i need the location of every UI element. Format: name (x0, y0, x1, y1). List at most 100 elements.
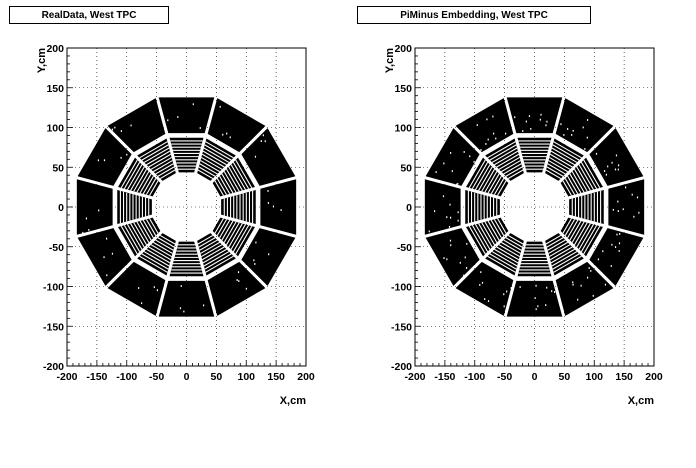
hole-speck (450, 216, 452, 219)
padrow-gap (503, 163, 522, 175)
padrow-gap (478, 166, 493, 191)
hole-speck (120, 130, 122, 132)
hole-speck (510, 287, 512, 289)
hole-speck (179, 307, 182, 310)
hole-speck (514, 116, 516, 119)
hole-speck (567, 128, 569, 130)
x-tick-label: -200 (404, 371, 425, 383)
padrow-gap (157, 237, 175, 248)
padrow-gap (232, 162, 250, 190)
outer-sector (589, 228, 644, 286)
padrow-gap (583, 225, 601, 255)
inner-sector (517, 137, 552, 173)
hole-speck (572, 281, 574, 284)
padrow-gap (553, 141, 582, 159)
outer-sector (260, 179, 297, 235)
hole-speck (618, 242, 621, 245)
hole-speck (546, 120, 548, 123)
padrow-gap (230, 164, 246, 190)
hole-speck (638, 211, 640, 214)
padrow-gap (197, 169, 214, 180)
padrow-gap (146, 150, 171, 166)
hole-speck (522, 130, 524, 132)
y-tick-label: 150 (394, 83, 412, 95)
padrow-gap (545, 169, 562, 180)
hole-speck (463, 151, 465, 153)
hole-speck (495, 137, 497, 140)
y-tick-label: -50 (397, 242, 412, 254)
outer-sector (555, 261, 614, 316)
padrow-gap (141, 144, 169, 161)
outer-sector (424, 179, 461, 235)
padrow-gap (219, 175, 231, 195)
hole-speck (618, 250, 620, 252)
outer-sector (207, 261, 266, 316)
hole-speck (571, 134, 573, 136)
hole-speck (473, 160, 475, 163)
hole-speck (614, 168, 617, 171)
hole-speck (180, 285, 182, 287)
padrow-gap (498, 156, 520, 170)
hole-speck (525, 120, 527, 123)
hole-speck (622, 208, 624, 211)
padrow-gap (201, 244, 223, 258)
padrow-gap (494, 248, 519, 264)
padrow-gap (145, 178, 157, 195)
hole-speck (539, 118, 541, 121)
outer-sector (207, 98, 266, 153)
y-tick-label: -200 (391, 361, 412, 373)
hole-speck (480, 271, 482, 274)
x-tick-label: 100 (237, 371, 255, 383)
hole-speck (503, 293, 505, 296)
x-tick-label: -150 (86, 371, 107, 383)
y-tick-label: -150 (391, 321, 412, 333)
hole-speck (434, 210, 436, 213)
padrow-gap (142, 219, 154, 239)
padrow-gap (201, 246, 225, 261)
padrow-gap (571, 171, 585, 193)
padrow-gap (214, 218, 224, 234)
hole-speck (597, 258, 600, 261)
hole-speck (463, 274, 465, 277)
hole-speck (255, 241, 257, 244)
padrow-gap (547, 163, 566, 175)
hole-speck (254, 155, 257, 158)
padrow-gap (133, 168, 147, 192)
outer-sector (425, 128, 480, 186)
padrow-gap (199, 239, 218, 251)
inner-sector (117, 190, 152, 224)
x-tick-label: 200 (645, 371, 663, 383)
inner-sector (517, 241, 552, 277)
hole-speck (633, 215, 635, 218)
padrow-gap (571, 221, 585, 243)
hole-speck (103, 256, 105, 259)
padrow-gap (123, 224, 141, 252)
hole-speck (617, 164, 620, 167)
inner-sector (169, 241, 204, 277)
padrow-gap (494, 150, 519, 166)
hole-speck (607, 165, 609, 168)
outer-sector (589, 128, 644, 186)
x-tick-label: -100 (116, 371, 137, 383)
padrow-gap (221, 173, 234, 194)
padrow-gap (475, 224, 491, 250)
hole-speck (222, 133, 224, 136)
y-tick-label: 50 (52, 162, 64, 174)
hole-speck (267, 190, 269, 192)
hole-speck (199, 127, 201, 129)
padrow-gap (569, 173, 582, 194)
padrow-gap (197, 234, 214, 245)
padrow-gap (214, 180, 224, 196)
padrow-gap (202, 150, 227, 166)
hole-speck (457, 219, 459, 222)
padrow-gap (549, 153, 573, 168)
padrow-gap (123, 162, 141, 190)
padrow-gap (505, 237, 523, 248)
x-tick-label: 200 (297, 371, 315, 383)
padrow-gap (127, 164, 143, 190)
padrow-gap (468, 159, 486, 189)
outer-sector (107, 261, 166, 316)
hole-speck (236, 279, 238, 281)
hole-speck (534, 297, 536, 299)
